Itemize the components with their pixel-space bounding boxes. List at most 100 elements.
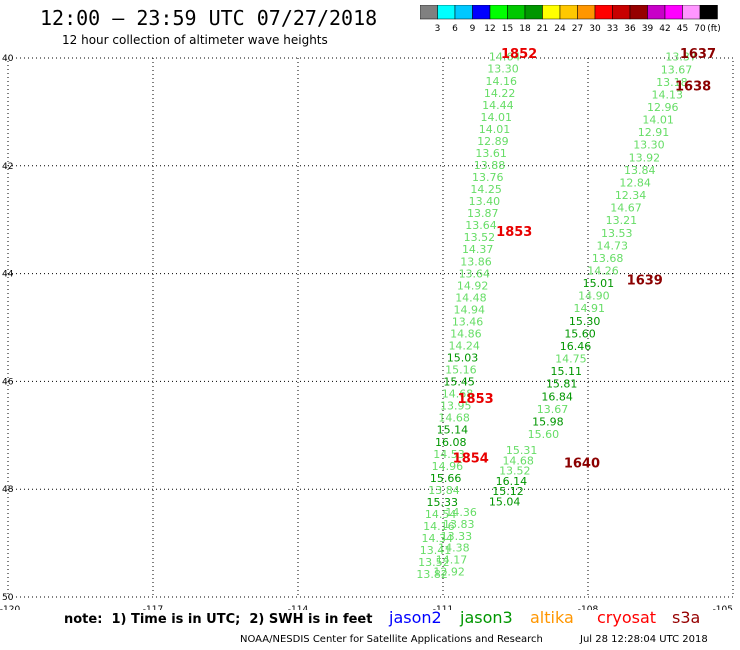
footer-timestamp: Jul 28 12:28:04 UTC 2018 xyxy=(580,634,708,645)
satellite-label-jason3: jason3 xyxy=(460,608,513,627)
wave-height-label: 14.13 xyxy=(652,88,684,101)
y-tick-label: 48 xyxy=(2,485,14,495)
pass-time-label: 1639 xyxy=(627,273,663,288)
y-tick-label: 42 xyxy=(2,162,13,172)
wave-height-label: 13.76 xyxy=(472,171,504,184)
wave-height-label: 14.54 xyxy=(425,508,457,521)
y-tick-label: 40 xyxy=(2,54,14,64)
wave-height-label: 14.44 xyxy=(482,99,514,112)
wave-height-label: 14.53 xyxy=(433,448,465,461)
x-tick-label: -120 xyxy=(0,605,20,610)
wave-height-label: 14.25 xyxy=(470,183,502,196)
wave-height-label: 15.01 xyxy=(583,277,615,290)
x-tick-label: -114 xyxy=(288,605,309,610)
wave-height-label: 15.45 xyxy=(443,376,475,389)
legend-tick-label: 24 xyxy=(554,24,566,34)
wave-height-label: 12.34 xyxy=(615,189,647,202)
wave-height-label: 13.33 xyxy=(441,530,473,543)
wave-height-label: 13.52 xyxy=(499,465,530,478)
pass-time-label: 1852 xyxy=(501,47,537,62)
legend-tick-label: 33 xyxy=(607,24,618,34)
legend-tick-label: 21 xyxy=(537,24,548,34)
wave-height-label: 13.67 xyxy=(537,403,569,416)
wave-height-label: 15.81 xyxy=(546,378,578,391)
wave-height-label: 13.87 xyxy=(467,207,499,220)
wave-height-label: 15.14 xyxy=(437,424,469,437)
wave-height-label: 13.68 xyxy=(592,252,624,265)
wave-height-label: 12.84 xyxy=(619,176,651,189)
wave-height-label: 14.48 xyxy=(455,291,487,304)
wave-height-label: 14.73 xyxy=(596,239,628,252)
x-tick-label: -108 xyxy=(578,605,599,610)
wave-height-label: 13.67 xyxy=(661,63,693,76)
wave-height-label: 15.31 xyxy=(506,444,538,457)
legend-tick-label: 30 xyxy=(589,24,601,34)
wave-height-label: 13.88 xyxy=(474,159,506,172)
satellite-label-altika: altika xyxy=(530,608,574,627)
legend-swatch xyxy=(699,5,718,20)
legend-tick-label: 3 xyxy=(435,24,441,34)
pass-time-label: 1637 xyxy=(680,47,716,62)
wave-height-label: 14.17 xyxy=(436,554,468,567)
wave-height-label: 14.26 xyxy=(587,264,619,277)
y-tick-label: 44 xyxy=(2,270,14,280)
wave-height-label: 14.75 xyxy=(555,353,587,366)
wave-height-label: 13.30 xyxy=(633,139,665,152)
wave-height-label: 13.83 xyxy=(443,518,475,531)
altimeter-map: -120 -117 -114 -111 -108 -105 40 42 44 46 48 50 14.6… xyxy=(0,47,734,610)
wave-height-label: 16.14 xyxy=(496,475,528,488)
pass-time-label: 1638 xyxy=(675,79,711,94)
legend-unit: (ft) xyxy=(707,24,721,34)
wave-height-label: 15.60 xyxy=(528,428,560,441)
wave-height-label: 14.92 xyxy=(457,279,489,292)
wave-height-label: 14.68 xyxy=(438,412,470,425)
x-tick-label: -117 xyxy=(143,605,163,610)
wave-height-label: 12.91 xyxy=(638,126,670,139)
map-subtitle: 12 hour collection of altimeter wave hei… xyxy=(62,33,328,47)
wave-height-label: 14.68 xyxy=(442,388,474,401)
satellite-label-cryosat: cryosat xyxy=(597,608,657,627)
legend-tick-label: 39 xyxy=(642,24,654,34)
legend-tick-label: 45 xyxy=(677,24,688,34)
wave-height-label: 13.64 xyxy=(459,267,491,280)
wave-height-label: 14.37 xyxy=(462,243,494,256)
wave-height-label: 13.92 xyxy=(629,151,661,164)
wave-height-label: 15.66 xyxy=(430,472,462,485)
wave-height-label: 13.30 xyxy=(487,63,518,76)
wave-height-label: 14.01 xyxy=(480,111,512,124)
x-tick-label: -111 xyxy=(433,605,453,610)
wave-height-label: 16.84 xyxy=(541,390,573,403)
wave-height-label: 13.18 xyxy=(656,76,688,89)
wave-height-label: 14.96 xyxy=(432,460,464,473)
wave-height-label: 14.38 xyxy=(438,542,470,555)
wave-height-label: 14.68 xyxy=(502,454,534,467)
pass-time-label: 1854 xyxy=(453,451,489,466)
wave-height-label: 15.33 xyxy=(427,496,459,509)
wave-height-label: 14.22 xyxy=(484,87,516,100)
wave-height-label: 14.64 xyxy=(489,51,520,64)
wave-height-label: 13.64 xyxy=(465,219,497,232)
wave-height-label: 15.16 xyxy=(445,364,477,377)
y-tick-label: 50 xyxy=(2,593,14,603)
wave-height-label: 15.60 xyxy=(564,327,596,340)
wave-height-label: 16.46 xyxy=(560,340,592,353)
map-frame xyxy=(7,57,734,598)
legend-tick-label: 27 xyxy=(572,24,583,34)
wave-height-label: 13.95 xyxy=(440,400,472,413)
wave-height-label: 14.94 xyxy=(454,303,486,316)
legend-tick-label: 42 xyxy=(659,24,670,34)
wave-height-label: 13.41 xyxy=(420,544,452,557)
wave-height-label: 16.08 xyxy=(435,436,467,449)
wave-height-label: 15.11 xyxy=(551,365,583,378)
map-title: 12:00 – 23:59 UTC 07/27/2018 xyxy=(40,6,378,30)
wave-height-label: 14.16 xyxy=(423,520,455,533)
wave-height-label: 14.91 xyxy=(574,302,606,315)
legend-tick-label: 9 xyxy=(470,24,476,34)
wave-height-label: 13.84 xyxy=(428,484,460,497)
wave-height-label: 13.86 xyxy=(460,255,492,268)
color-scale-legend: 3 6 9 12 15 18 21 24 27 30 33 36 39 42 45 70 (ft) xyxy=(420,5,721,34)
wave-height-label: 12.89 xyxy=(477,135,509,148)
wave-height-label: 12.96 xyxy=(647,101,679,114)
footer-note: note: 1) Time is in UTC; 2) SWH is in fe… xyxy=(64,612,373,627)
pass-time-label: 1853 xyxy=(496,225,532,240)
